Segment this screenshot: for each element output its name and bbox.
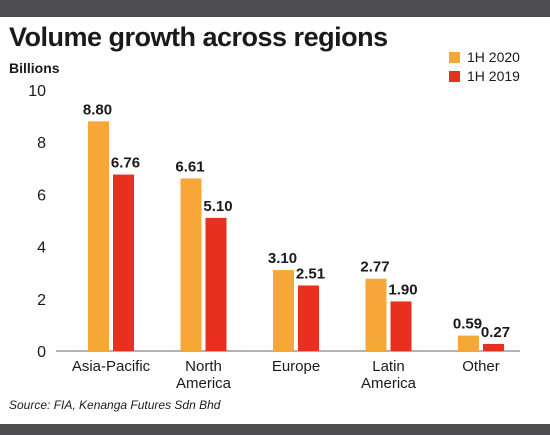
bar-series-1 bbox=[180, 178, 202, 351]
y-tick-label: 8 bbox=[37, 135, 46, 152]
bar-value-label: 2.51 bbox=[296, 265, 325, 282]
bar-value-label: 0.27 bbox=[481, 324, 510, 341]
bar-series-2 bbox=[390, 301, 412, 351]
bar-value-label: 5.10 bbox=[203, 198, 232, 215]
y-axis-unit: Billions bbox=[9, 60, 60, 76]
bar-value-label: 8.80 bbox=[83, 101, 112, 118]
x-category-label: America bbox=[176, 375, 232, 392]
bar-series-1 bbox=[365, 278, 387, 351]
x-category-label: America bbox=[361, 375, 417, 392]
bar-series-2 bbox=[205, 217, 227, 351]
y-tick-label: 4 bbox=[37, 240, 46, 257]
bar-value-label: 2.77 bbox=[360, 259, 389, 276]
bar-series-2 bbox=[113, 174, 134, 351]
x-category-label: Other bbox=[462, 358, 500, 375]
bar-series-1 bbox=[273, 270, 294, 351]
y-tick-label: 2 bbox=[37, 292, 46, 309]
bar-series-2 bbox=[298, 285, 319, 351]
legend-label: 1H 2020 bbox=[467, 49, 520, 65]
legend-label: 1H 2019 bbox=[467, 68, 520, 84]
x-category-label: Latin bbox=[372, 358, 405, 375]
chart-title: Volume growth across regions bbox=[9, 22, 388, 52]
bar-value-label: 6.76 bbox=[111, 155, 140, 172]
bar-value-label: 6.61 bbox=[175, 158, 204, 175]
x-category-label: Europe bbox=[272, 358, 320, 375]
y-tick-label: 10 bbox=[28, 83, 46, 100]
bar-value-label: 1.90 bbox=[388, 281, 417, 298]
y-tick-label: 6 bbox=[37, 187, 46, 204]
bar-value-label: 0.59 bbox=[453, 316, 482, 333]
bar-value-label: 3.10 bbox=[268, 250, 297, 267]
bottom-band bbox=[0, 424, 550, 435]
x-category-label: Asia-Pacific bbox=[72, 358, 151, 375]
bar-series-1 bbox=[88, 121, 109, 351]
x-category-label: North bbox=[185, 358, 222, 375]
legend-swatch bbox=[449, 71, 460, 82]
top-band bbox=[0, 0, 550, 17]
bar-series-2 bbox=[483, 343, 504, 351]
y-tick-label: 0 bbox=[37, 344, 46, 361]
bar-series-1 bbox=[458, 335, 479, 351]
legend-swatch bbox=[449, 52, 460, 63]
source-note: Source: FIA, Kenanga Futures Sdn Bhd bbox=[9, 398, 221, 412]
